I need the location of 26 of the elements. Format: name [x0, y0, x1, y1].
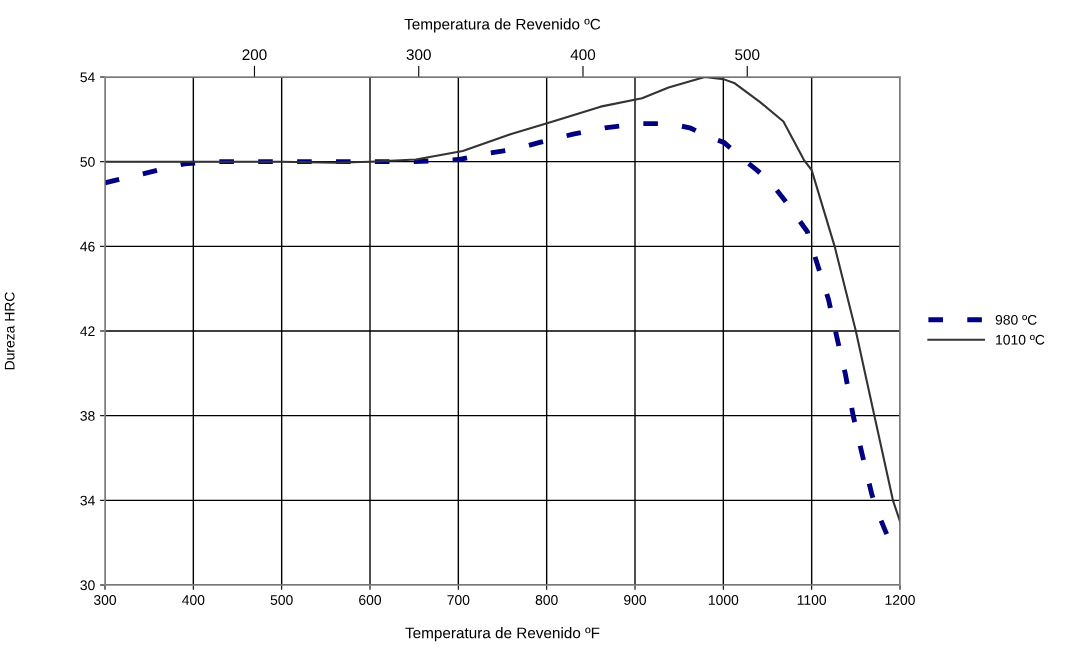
y-tick-label: 30 [80, 580, 95, 591]
x-tick-label: 1200 [885, 595, 915, 605]
x-tick-label: 500 [270, 595, 293, 605]
y-axis-title: Dureza HRC [4, 292, 15, 370]
y-tick-label: 42 [80, 326, 95, 337]
x2-tick-label: 400 [570, 49, 596, 61]
legend-label: 1010 ºC [996, 334, 1045, 345]
x-tick-label: 900 [624, 595, 647, 605]
y-tick-label: 46 [80, 241, 95, 252]
x2-tick-label: 500 [735, 49, 760, 61]
y-tick-label: 34 [80, 495, 95, 506]
y-tick-label: 54 [80, 72, 95, 83]
x-tick-label: 400 [182, 595, 205, 605]
x-tick-label: 800 [535, 595, 558, 605]
x-tick-label: 700 [447, 595, 470, 605]
x-tick-label: 1000 [708, 595, 739, 605]
y-tick-label: 38 [80, 411, 95, 421]
legend-label: 980 ºC [995, 314, 1037, 325]
x2-axis-title: Temperatura de Revenido ºC [404, 18, 601, 33]
x2-tick-label: 200 [242, 49, 267, 61]
y-tick-label: 50 [80, 157, 95, 167]
x-axis-title: Temperatura de Revenido ºF [405, 627, 600, 642]
x-tick-label: 1100 [797, 595, 827, 605]
x2-tick-label: 300 [406, 49, 431, 61]
x-tick-label: 300 [93, 595, 117, 605]
x-tick-label: 600 [359, 595, 382, 605]
